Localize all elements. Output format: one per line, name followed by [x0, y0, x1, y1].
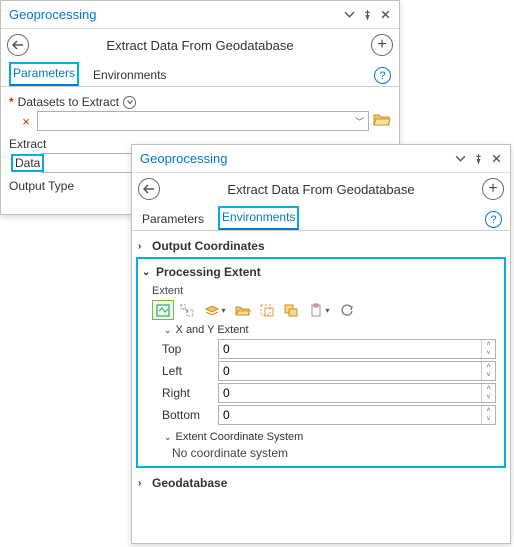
tool-header: Extract Data From Geodatabase + [132, 173, 510, 205]
xy-extent-toggle[interactable]: ⌄X and Y Extent [164, 324, 500, 336]
clipboard-icon[interactable]: ▾ [304, 300, 334, 320]
tab-parameters[interactable]: Parameters [9, 62, 79, 86]
browse-folder-icon[interactable] [373, 112, 391, 130]
processing-extent-box: ⌄Processing Extent Extent ▾ ▾ ⌄X and Y E… [136, 257, 506, 468]
section-processing-extent[interactable]: ⌄Processing Extent [142, 261, 500, 283]
tab-parameters[interactable]: Parameters [140, 210, 206, 230]
section-output-coordinates[interactable]: ›Output Coordinates [132, 235, 510, 257]
pin-icon[interactable] [470, 151, 486, 167]
extent-coord-sys-toggle[interactable]: ⌄Extent Coordinate System [164, 431, 500, 443]
left-label: Left [162, 364, 218, 378]
tab-environments[interactable]: Environments [91, 66, 168, 86]
extract-value: Data [15, 156, 40, 170]
close-icon[interactable] [377, 7, 393, 23]
section-geodatabase[interactable]: ›Geodatabase [132, 472, 510, 494]
back-button[interactable] [138, 178, 160, 200]
bottom-label: Bottom [162, 408, 218, 422]
bottom-input[interactable]: 0˄˅ [218, 405, 496, 425]
top-label: Top [162, 342, 218, 356]
tool-title: Extract Data From Geodatabase [160, 182, 482, 197]
back-button[interactable] [7, 34, 29, 56]
add-button[interactable]: + [371, 34, 393, 56]
pane-titlebar: Geoprocessing [1, 1, 399, 29]
add-button[interactable]: + [482, 178, 504, 200]
right-label: Right [162, 386, 218, 400]
datasets-to-extract-label: * Datasets to Extract [9, 95, 391, 109]
geoprocessing-pane-environments: Geoprocessing Extract Data From Geodatab… [131, 144, 511, 544]
datasets-dropdown[interactable]: ﹀ [37, 111, 369, 131]
coord-sys-value: No coordinate system [172, 446, 500, 460]
extract-value-highlight: Data [11, 154, 44, 172]
tab-bar: Parameters Environments ? [1, 61, 399, 87]
extent-draw-icon[interactable] [176, 300, 198, 320]
pane-title: Geoprocessing [9, 7, 341, 22]
remove-icon[interactable]: × [19, 114, 33, 129]
tab-bar: Parameters Environments ? [132, 205, 510, 231]
union-extent-icon[interactable] [280, 300, 302, 320]
expand-icon[interactable] [123, 96, 136, 109]
extent-map-icon[interactable] [152, 300, 174, 320]
dropdown-icon[interactable] [341, 7, 357, 23]
help-icon[interactable]: ? [485, 211, 502, 228]
tool-header: Extract Data From Geodatabase + [1, 29, 399, 61]
extent-toolbar: ▾ ▾ [152, 300, 500, 320]
pane-titlebar: Geoprocessing [132, 145, 510, 173]
browse-icon[interactable] [232, 300, 254, 320]
help-icon[interactable]: ? [374, 67, 391, 84]
copy-extent-icon[interactable] [256, 300, 278, 320]
tool-title: Extract Data From Geodatabase [29, 38, 371, 53]
tab-environments[interactable]: Environments [218, 206, 299, 230]
extent-grid: Top 0˄˅ Left 0˄˅ Right 0˄˅ Bottom 0˄˅ [162, 339, 496, 425]
reset-icon[interactable] [336, 300, 358, 320]
top-input[interactable]: 0˄˅ [218, 339, 496, 359]
close-icon[interactable] [488, 151, 504, 167]
pane-title: Geoprocessing [140, 151, 452, 166]
pin-icon[interactable] [359, 7, 375, 23]
right-input[interactable]: 0˄˅ [218, 383, 496, 403]
dropdown-icon[interactable] [452, 151, 468, 167]
extent-label: Extent [152, 285, 500, 297]
left-input[interactable]: 0˄˅ [218, 361, 496, 381]
layer-extent-icon[interactable]: ▾ [200, 300, 230, 320]
